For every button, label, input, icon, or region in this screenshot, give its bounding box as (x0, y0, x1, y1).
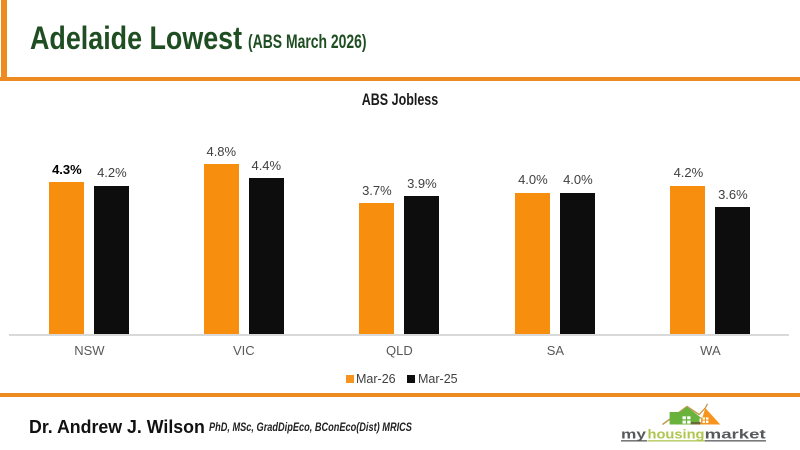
svg-text:housing: housing (648, 427, 705, 441)
svg-text:my: my (621, 427, 646, 441)
svg-text:market: market (705, 427, 767, 441)
